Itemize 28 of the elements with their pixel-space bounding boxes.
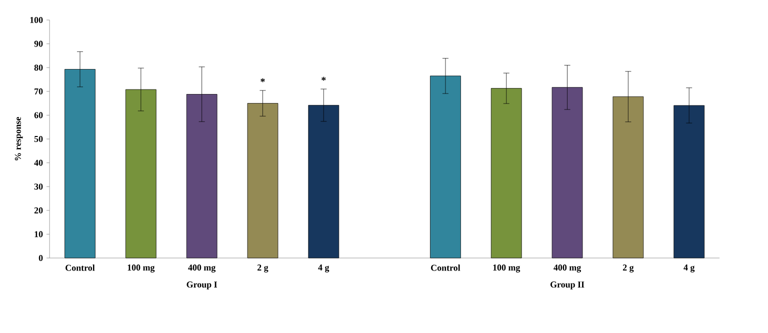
y-tick-label: 20	[34, 207, 43, 214]
x-tick-label: 4 g	[684, 264, 695, 272]
y-tick-label: 70	[34, 88, 43, 94]
x-tick-label: 400 mg	[188, 264, 216, 272]
y-tick-label: 90	[34, 40, 43, 47]
y-tick-label: 60	[34, 112, 43, 118]
x-tick-label: 2 g	[258, 264, 268, 272]
x-tick-label: 100 mg	[493, 264, 520, 272]
y-axis-title: % response	[14, 117, 23, 160]
y-tick-label: 0	[38, 254, 43, 262]
y-tick-label: 30	[34, 184, 43, 190]
x-tick-label: 100 mg	[128, 264, 155, 272]
x-tick-label: 400 mg	[554, 264, 581, 272]
data-label: *	[260, 78, 265, 82]
y-tick-label: 80	[34, 64, 43, 71]
y-tick-label: 50	[34, 136, 43, 142]
bar	[308, 105, 340, 258]
x-tick-label: 4 g	[318, 264, 330, 272]
bar	[612, 96, 644, 258]
x-tick-label: 2 g	[622, 264, 634, 272]
text: Group I	[186, 282, 217, 290]
data-label: *	[322, 76, 326, 81]
x-tick-label: Control	[66, 264, 95, 271]
y-tick-label: 10	[34, 231, 43, 238]
text: Group II	[550, 282, 584, 290]
y-tick-label: 100	[30, 16, 43, 24]
x-tick-label: Control	[431, 264, 460, 271]
y-tick-label: 40	[34, 160, 43, 166]
